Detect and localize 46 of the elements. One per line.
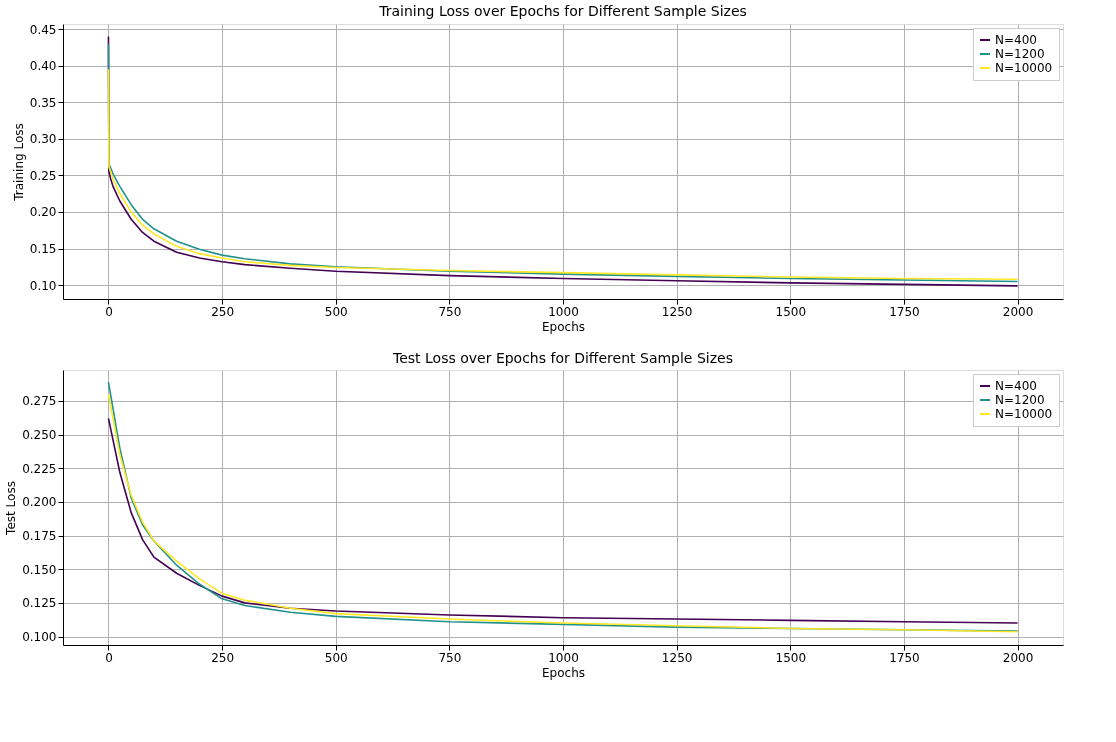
x-tick-label: 2000 [1002,650,1034,665]
x-tick-label: 1500 [775,304,807,319]
y-tick-label: 0.125 [22,596,57,611]
legend-label: N=400 [995,33,1037,47]
y-tick-label: 0.200 [22,495,57,510]
x-tick-label: 0 [105,650,113,665]
y-tick-label: 0.45 [29,22,57,37]
y-tick-label: 0.10 [29,278,57,293]
legend-label: N=10000 [995,61,1053,75]
x-tick-label: 1500 [775,650,807,665]
x-tick-label: 2000 [1002,304,1034,319]
y-tick-label: 0.100 [22,630,57,645]
x-tick-label: 500 [324,304,348,319]
y-axis-title: Test Loss [4,481,19,536]
y-tick-label: 0.40 [29,59,57,74]
y-tick-label: 0.30 [29,132,57,147]
y-tick-label: 0.250 [22,428,57,443]
x-tick-label: 750 [438,304,462,319]
y-tick-label: 0.150 [22,562,57,577]
y-axis-title: Training Loss [11,123,26,202]
x-tick-label: 1000 [548,304,579,319]
x-tick-label: 1750 [889,304,920,319]
x-tick-label: 1250 [661,304,693,319]
x-tick-label: 1750 [889,650,920,665]
x-tick-label: 1250 [661,650,693,665]
x-tick-label: 250 [211,650,235,665]
chart-title: Training Loss over Epochs for Different Sample Sizes [378,3,747,20]
y-tick-label: 0.225 [22,461,57,476]
x-tick-label: 500 [324,650,348,665]
legend-label: N=400 [995,379,1037,393]
x-tick-label: 750 [438,650,462,665]
y-tick-label: 0.15 [29,242,57,257]
y-tick-label: 0.20 [29,205,57,220]
legend-label: N=1200 [995,47,1045,61]
x-axis-title: Epochs [542,319,585,334]
x-tick-label: 250 [211,304,235,319]
y-tick-label: 0.35 [29,95,57,110]
x-axis-title: Epochs [542,665,585,680]
y-tick-label: 0.175 [22,529,57,544]
y-tick-label: 0.25 [29,168,57,183]
x-tick-label: 1000 [548,650,579,665]
chart-title: Test Loss over Epochs for Different Sample Sizes [392,350,733,366]
x-tick-label: 0 [105,304,113,319]
legend-label: N=10000 [995,407,1053,421]
y-tick-label: 0.275 [22,394,57,409]
legend-label: N=1200 [995,393,1045,407]
